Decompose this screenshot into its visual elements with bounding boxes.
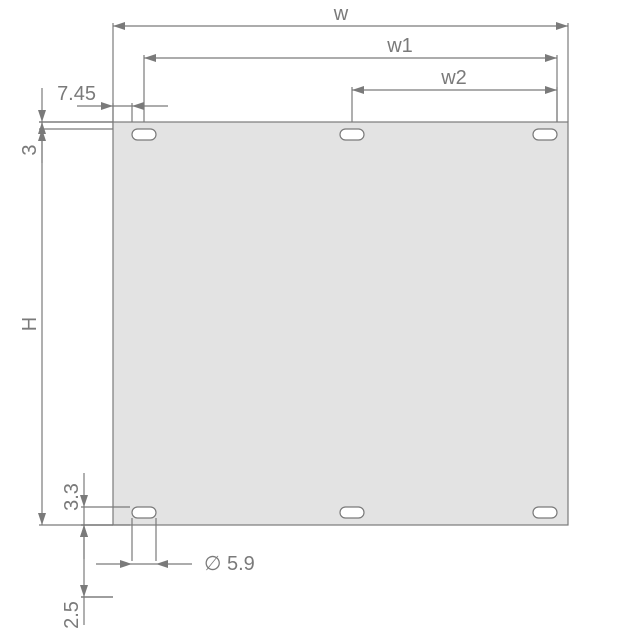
svg-text:w1: w1 <box>386 35 413 57</box>
svg-text:∅ 5.9: ∅ 5.9 <box>204 553 255 575</box>
svg-text:H: H <box>19 317 41 331</box>
panel-engineering-drawing: w w1 w2 7.45 H 3 3.3 ∅ 5.9 2.5 <box>0 0 640 640</box>
svg-text:w: w <box>333 3 349 25</box>
svg-text:2.5: 2.5 <box>61 601 83 629</box>
svg-text:7.45: 7.45 <box>57 83 96 105</box>
svg-text:w2: w2 <box>440 67 467 89</box>
svg-text:3: 3 <box>19 144 41 155</box>
svg-text:3.3: 3.3 <box>61 483 83 511</box>
